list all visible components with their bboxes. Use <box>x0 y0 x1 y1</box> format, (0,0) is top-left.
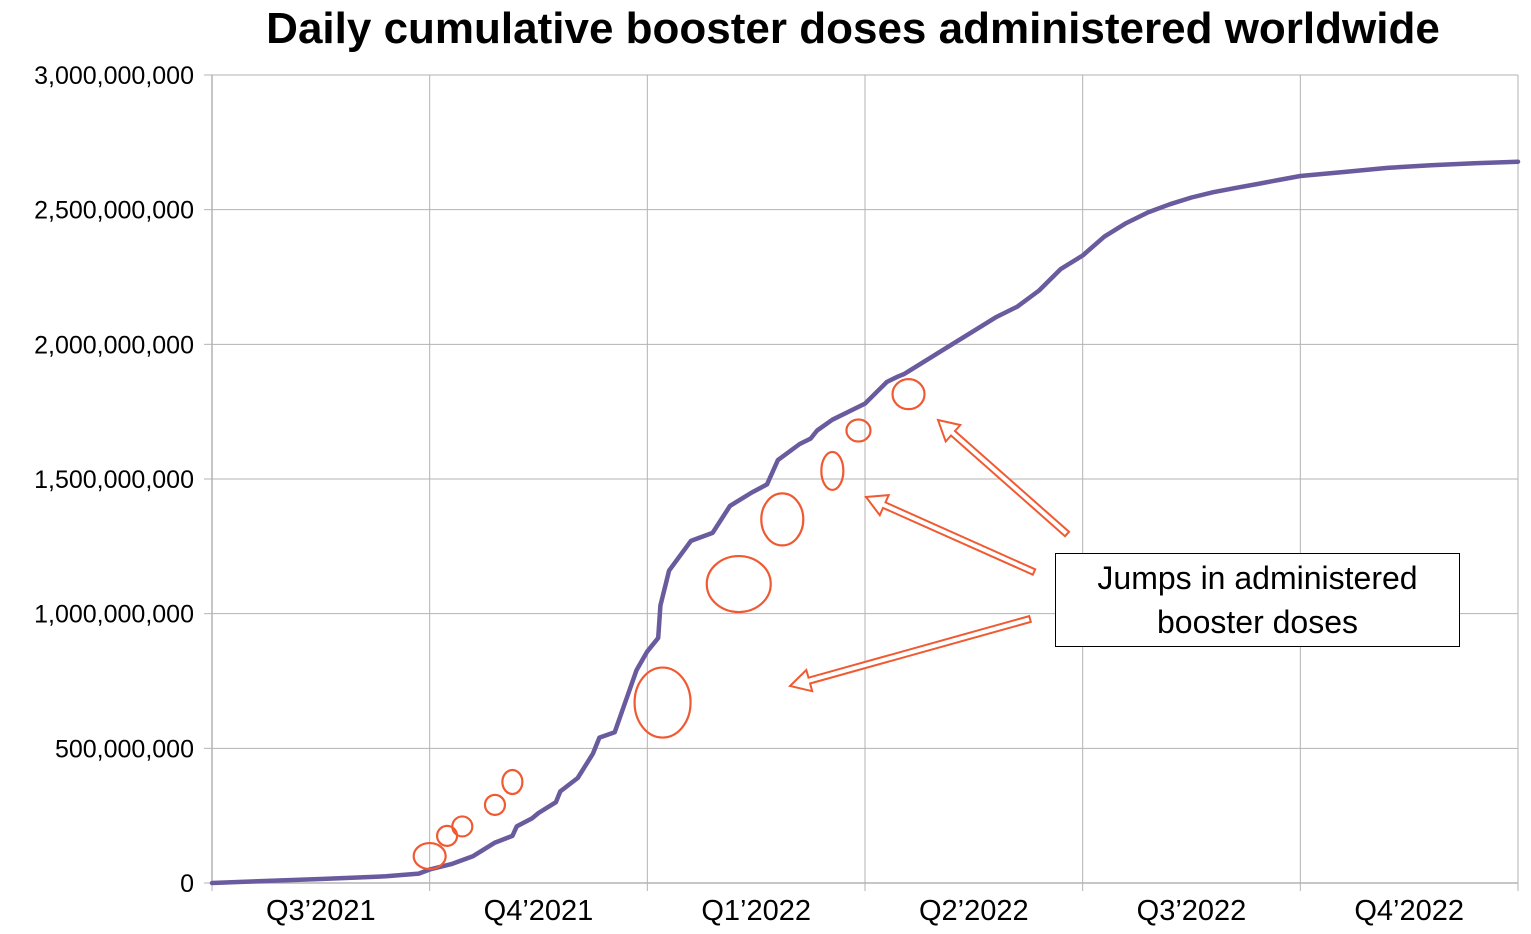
jump-highlight-ellipse <box>845 418 872 443</box>
x-tick-label: Q3’2021 <box>266 895 376 927</box>
jump-highlight-ellipse <box>891 378 926 411</box>
y-tick-label: 500,000,000 <box>55 735 194 763</box>
series-line <box>209 159 1521 886</box>
annotation-text: Jumps in administered booster doses <box>1097 560 1418 640</box>
y-tick-labels: 0 500,000,000 1,000,000,000 1,500,000,000 2,… <box>34 62 194 898</box>
y-tick-label: 2,500,000,000 <box>34 197 194 225</box>
y-tick-label: 1,000,000,000 <box>34 601 194 629</box>
jump-highlight-ellipse <box>451 815 474 838</box>
y-tick-label: 1,500,000,000 <box>34 466 194 494</box>
x-tick-label: Q4’2022 <box>1354 895 1464 927</box>
jump-highlight-ellipse <box>501 768 524 796</box>
x-tick-label: Q3’2022 <box>1137 895 1247 927</box>
grid-lines <box>212 74 1519 883</box>
jump-highlight-ellipse <box>412 841 447 871</box>
jump-highlight-ellipse <box>633 666 692 739</box>
jump-highlight-ellipse <box>435 824 459 847</box>
jump-highlights <box>412 378 926 871</box>
x-tick-labels: Q3’2021 Q4’2021 Q1’2022 Q2’2022 Q3’2022 Q4’20… <box>266 895 1464 927</box>
annotation-box: Jumps in administered booster doses <box>1055 553 1460 647</box>
x-tick-label: Q4’2021 <box>484 895 594 927</box>
annotation-arrow <box>864 493 1037 577</box>
y-tick-label: 0 <box>180 870 194 898</box>
annotation-arrows <box>788 418 1071 693</box>
chart-title: Daily cumulative booster doses administe… <box>266 4 1440 53</box>
series-lines <box>209 159 1521 886</box>
x-tick-label: Q2’2022 <box>919 895 1029 927</box>
annotation-arrow <box>936 418 1071 538</box>
axes <box>204 74 1519 891</box>
jump-highlight-ellipse <box>820 450 845 492</box>
jump-highlight-ellipse <box>483 793 507 816</box>
y-tick-label: 3,000,000,000 <box>34 62 194 90</box>
x-tick-label: Q1’2022 <box>701 895 811 927</box>
annotation-arrow <box>788 614 1033 693</box>
y-tick-label: 2,000,000,000 <box>34 331 194 359</box>
jump-highlight-ellipse <box>760 492 805 547</box>
jump-highlight-ellipse <box>705 554 772 614</box>
